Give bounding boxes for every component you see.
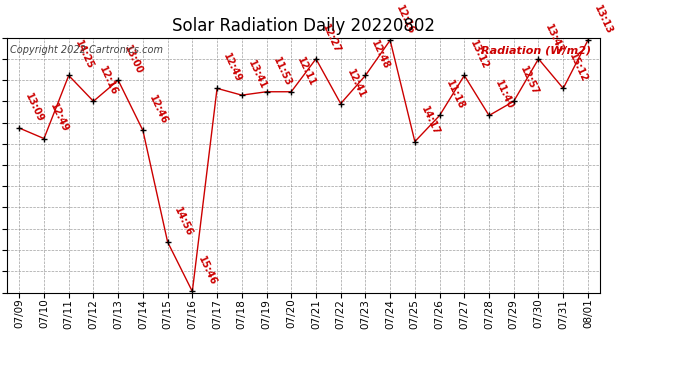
Text: 14:17: 14:17	[419, 105, 441, 137]
Text: 12:48: 12:48	[370, 39, 392, 71]
Text: 11:18: 11:18	[444, 79, 466, 111]
Text: 13:12: 13:12	[469, 39, 491, 71]
Text: 11:53: 11:53	[270, 55, 293, 88]
Text: 12:27: 12:27	[320, 22, 342, 55]
Text: 13:43: 13:43	[542, 22, 565, 55]
Text: 12:49: 12:49	[221, 52, 244, 84]
Text: Radiation (W/m2): Radiation (W/m2)	[481, 45, 591, 55]
Text: 13:09: 13:09	[23, 92, 46, 124]
Text: 12:49: 12:49	[48, 102, 70, 134]
Text: 12:41: 12:41	[345, 67, 367, 99]
Text: 13:00: 13:00	[122, 44, 144, 76]
Text: 12:16: 12:16	[394, 4, 417, 36]
Text: 13:13: 13:13	[592, 4, 614, 36]
Text: 13:41: 13:41	[246, 58, 268, 91]
Text: 12:16: 12:16	[97, 65, 120, 97]
Text: 11:40: 11:40	[493, 79, 515, 111]
Text: 14:25: 14:25	[73, 39, 95, 71]
Text: 15:12: 15:12	[567, 52, 589, 84]
Text: 12:57: 12:57	[518, 65, 540, 97]
Text: 12:46: 12:46	[147, 94, 169, 126]
Text: 14:56: 14:56	[172, 206, 194, 238]
Text: 12:11: 12:11	[295, 55, 317, 88]
Text: 15:46: 15:46	[197, 255, 219, 287]
Text: Copyright 2022 Cartronics.com: Copyright 2022 Cartronics.com	[10, 45, 163, 55]
Title: Solar Radiation Daily 20220802: Solar Radiation Daily 20220802	[172, 16, 435, 34]
